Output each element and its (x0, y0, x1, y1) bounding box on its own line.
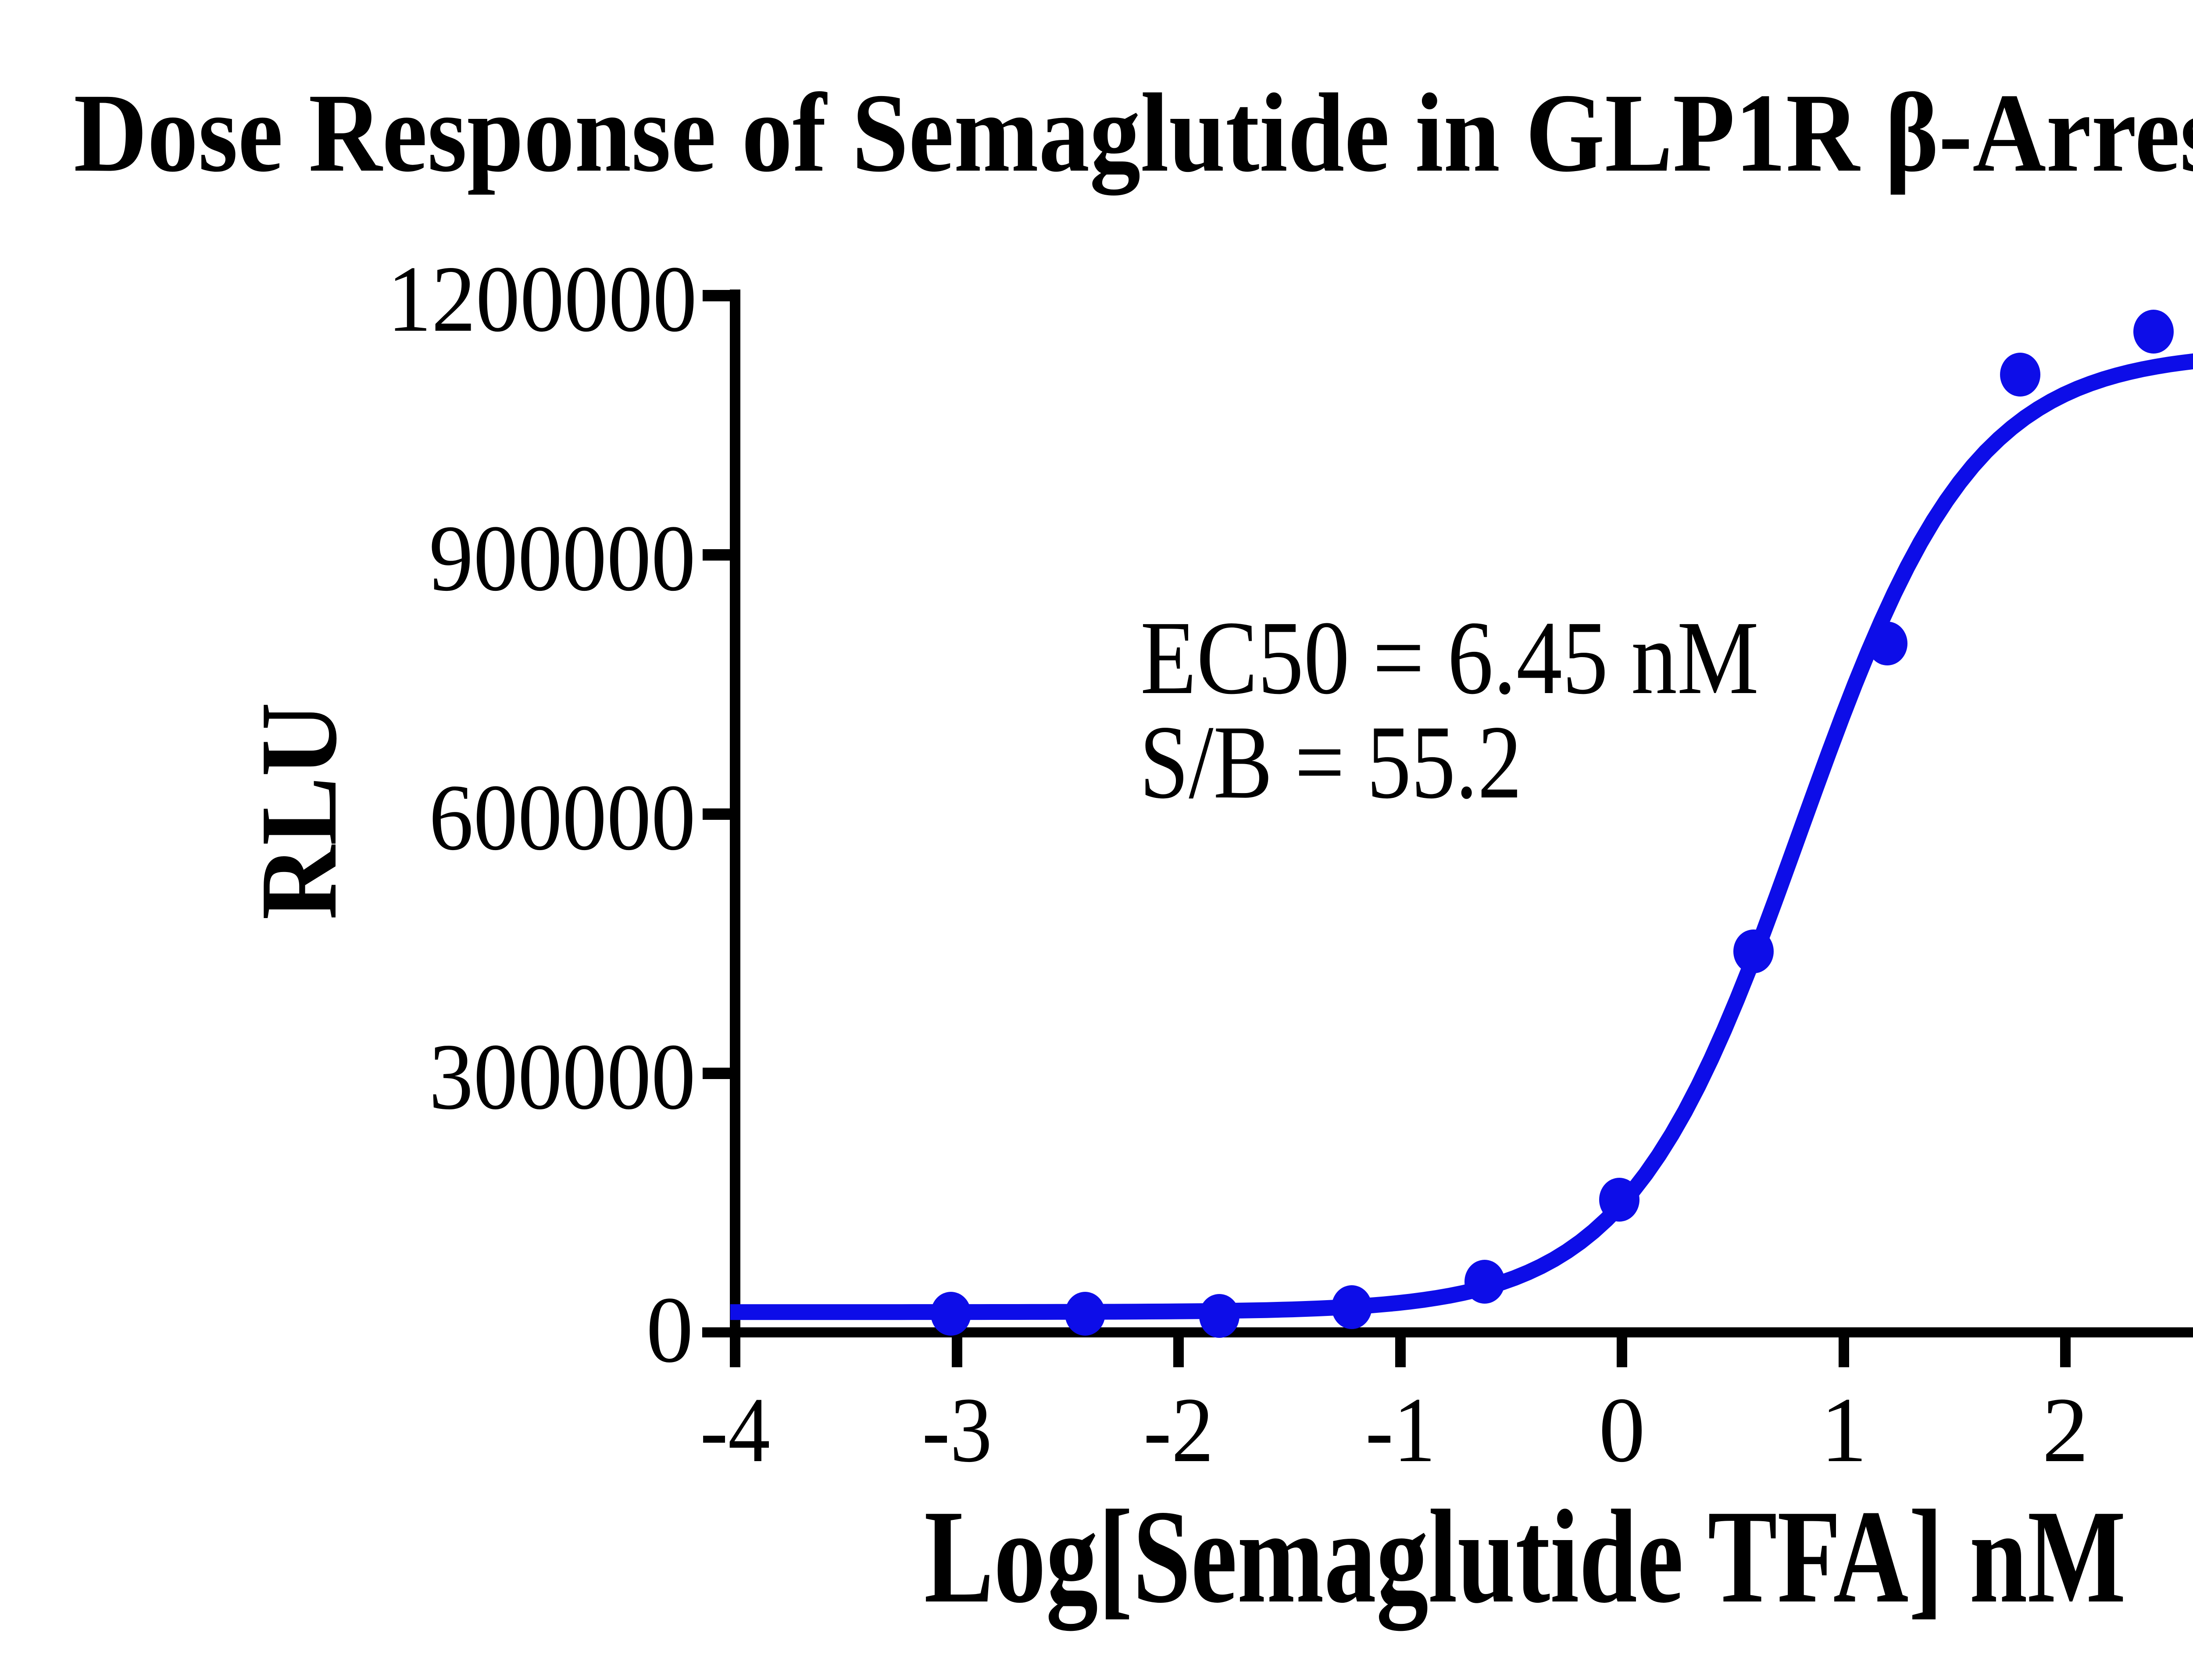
svg-text:2: 2 (2042, 1378, 2089, 1481)
svg-text:S/B = 55.2: S/B = 55.2 (1139, 704, 1522, 820)
svg-text:Log[Semaglutide TFA] nM: Log[Semaglutide TFA] nM (924, 1482, 2126, 1633)
svg-text:RLU: RLU (238, 702, 360, 920)
svg-text:0: 0 (646, 1277, 693, 1382)
svg-text:1: 1 (1821, 1378, 1867, 1481)
svg-text:-4: -4 (700, 1378, 770, 1481)
svg-text:-1: -1 (1365, 1378, 1436, 1481)
svg-text:Dose Response of Semaglutide i: Dose Response of Semaglutide in GLP1R β-… (74, 70, 2193, 197)
svg-text:300000: 300000 (429, 1024, 696, 1129)
svg-text:1200000: 1200000 (387, 247, 697, 351)
svg-text:EC50 = 6.45 nM: EC50 = 6.45 nM (1140, 599, 1759, 716)
svg-text:600000: 600000 (429, 765, 696, 870)
svg-text:-2: -2 (1143, 1378, 1214, 1481)
svg-text:900000: 900000 (429, 506, 696, 611)
svg-text:-3: -3 (922, 1378, 992, 1481)
svg-text:0: 0 (1599, 1378, 1645, 1481)
